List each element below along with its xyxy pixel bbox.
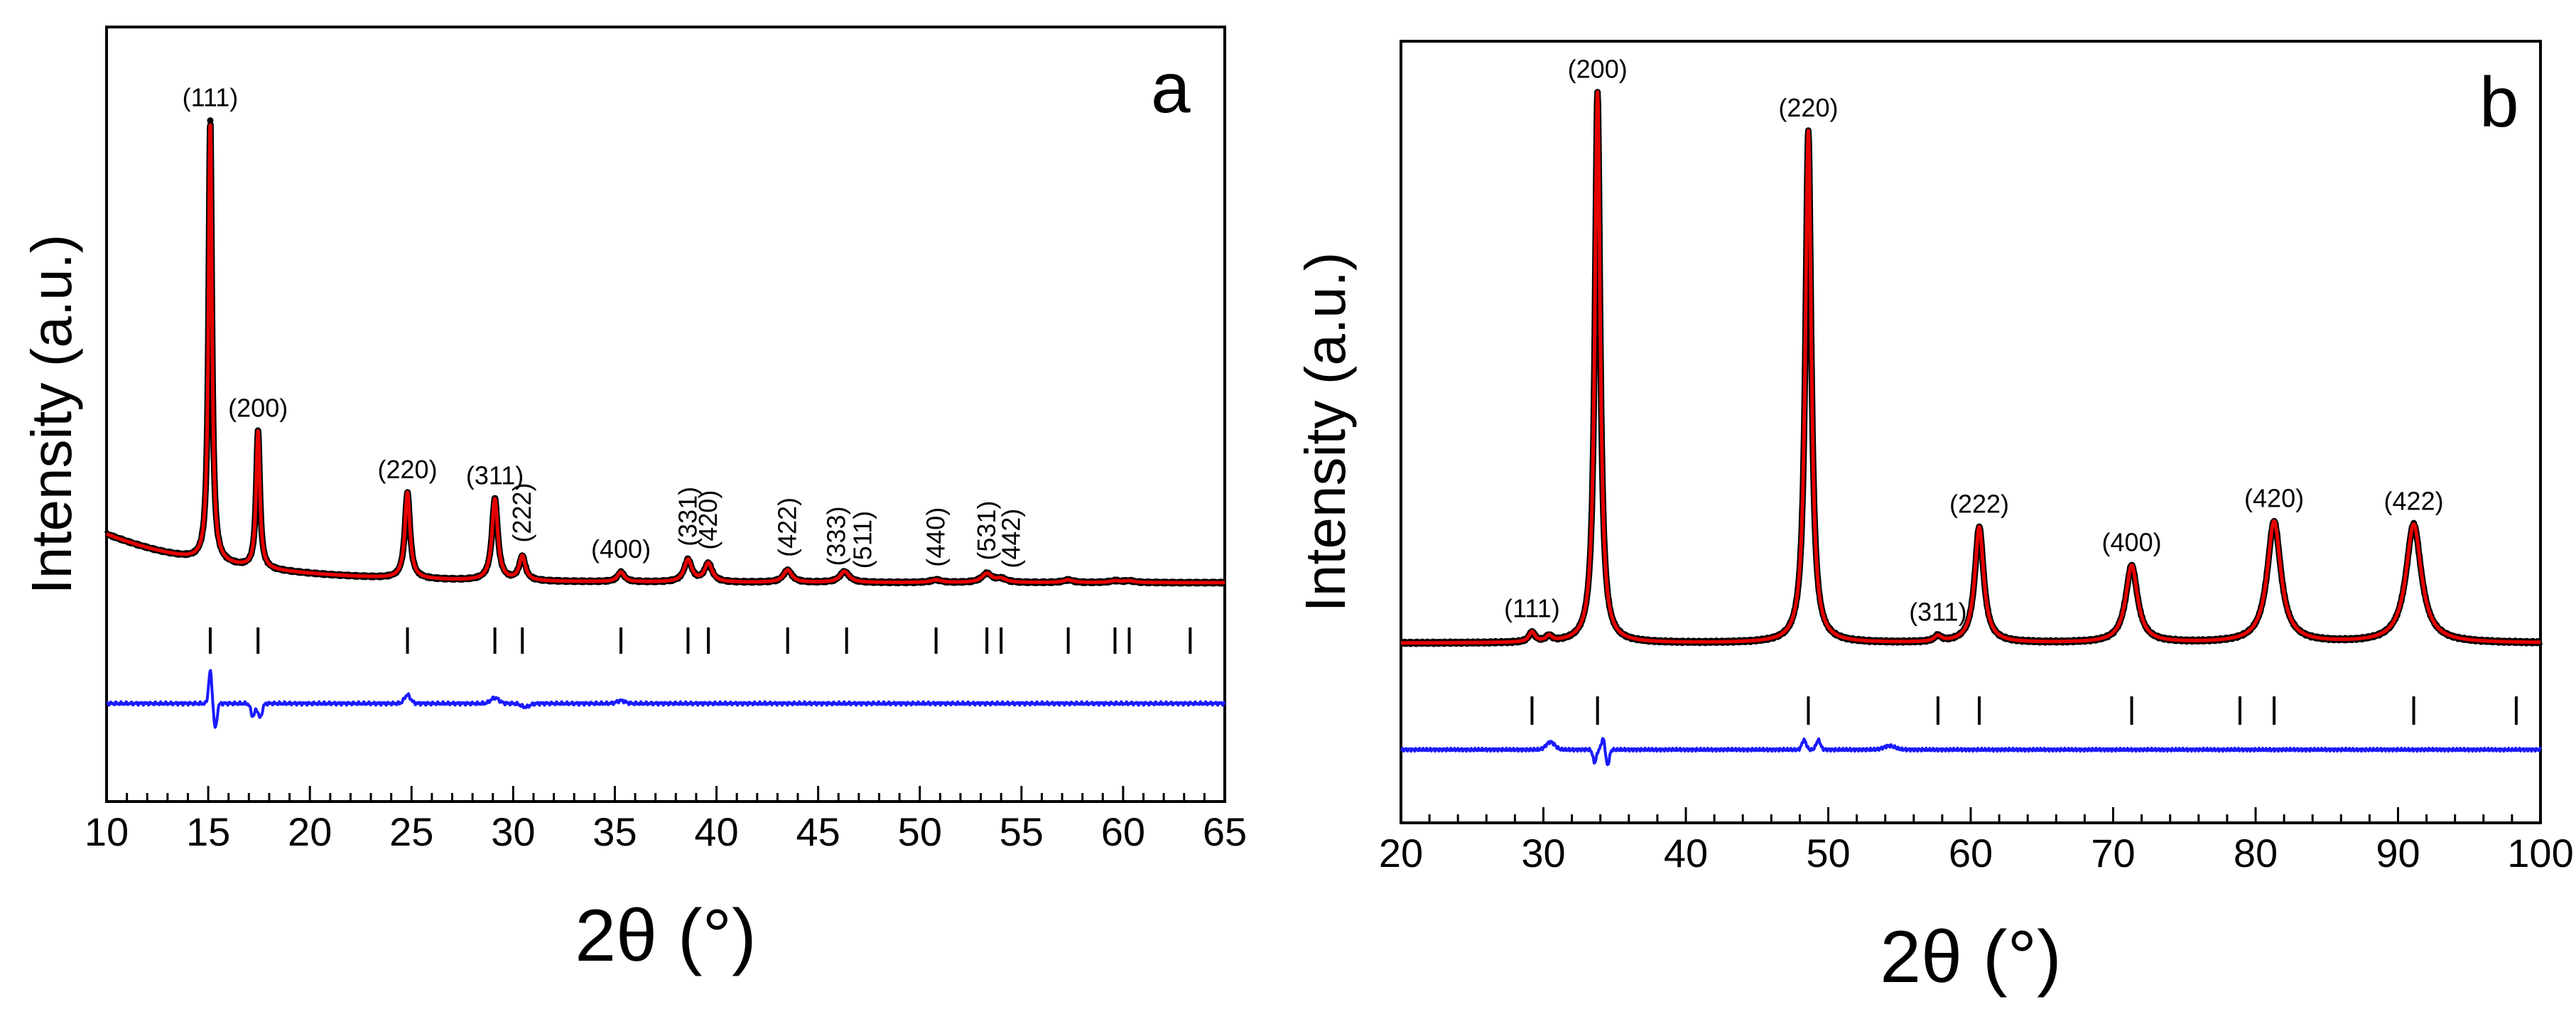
peak-label: (111) — [183, 83, 239, 112]
peak-label: (400) — [591, 534, 651, 563]
peak-label: (311) — [1909, 598, 1966, 627]
x-tick-label: 30 — [491, 809, 535, 854]
peak-label: (422) — [2384, 487, 2444, 516]
panel-b-xlabel: 2θ (°) — [1880, 916, 2061, 998]
peak-label: (440) — [921, 507, 951, 567]
calculated-curve — [105, 123, 1226, 585]
x-tick-label: 80 — [2234, 831, 2278, 875]
observed-curve — [104, 121, 1228, 587]
panel-a-ylabel: Intensity (a.u.) — [20, 234, 83, 595]
panel-a-letter: a — [1151, 48, 1191, 128]
peak-label: (222) — [1949, 489, 2009, 518]
peak-label: (111) — [1504, 594, 1560, 623]
peak-label: (220) — [1778, 93, 1838, 122]
panel-b: b Intensity (a.u.) 2θ (°) 20 30 40 50 60 70 80… — [1294, 40, 2574, 998]
x-tick-label: 60 — [1949, 831, 1993, 875]
panel-a: a Intensity (a.u.) 2θ (°) 10 15 20 25 30 35 40… — [20, 26, 1247, 977]
peak-label: (331) — [673, 487, 702, 546]
peak-label: (420) — [693, 490, 723, 550]
panel-b-frame — [1400, 40, 2542, 824]
peak-label: (311) — [466, 460, 524, 490]
observed-point — [207, 117, 214, 124]
peak-label: (420) — [2244, 483, 2304, 512]
panel-a-frame — [105, 26, 1226, 803]
x-tick-label: 15 — [186, 809, 230, 854]
x-tick-label: 65 — [1203, 809, 1247, 854]
peak-label: (333) — [821, 506, 850, 566]
x-tick-label: 20 — [288, 809, 332, 854]
peak-label: (511) — [848, 511, 877, 568]
x-tick-label: 70 — [2091, 831, 2135, 875]
x-tick-label: 20 — [1379, 831, 1423, 875]
x-tick-label: 90 — [2376, 831, 2420, 875]
x-tick-label: 10 — [85, 809, 129, 854]
x-tick-label: 45 — [796, 809, 840, 854]
peak-label: (200) — [228, 394, 288, 423]
peak-label: (220) — [378, 455, 438, 484]
x-tick-label: 50 — [898, 809, 942, 854]
x-tick-label: 50 — [1806, 831, 1850, 875]
x-tick-label: 60 — [1101, 809, 1145, 854]
peak-label: (222) — [507, 483, 536, 543]
peak-label: (531) — [972, 501, 1001, 561]
peak-label: (200) — [1568, 55, 1628, 84]
x-tick-label: 55 — [1000, 809, 1044, 854]
observed-curve — [1398, 89, 2543, 647]
x-tick-label: 40 — [694, 809, 738, 854]
x-tick-label: 25 — [389, 809, 433, 854]
difference-curve — [1400, 737, 2542, 767]
panel-a-xlabel: 2θ (°) — [575, 895, 756, 977]
x-tick-label: 100 — [2507, 831, 2573, 875]
x-tick-label: 35 — [592, 809, 637, 854]
difference-curve — [105, 669, 1226, 729]
calculated-curve — [1400, 90, 2542, 645]
peak-label: (442) — [997, 509, 1026, 568]
x-tick-label: 40 — [1664, 831, 1708, 875]
panel-b-letter: b — [2479, 63, 2519, 142]
peak-label: (400) — [2102, 527, 2162, 556]
x-tick-label: 30 — [1521, 831, 1565, 875]
panel-b-ylabel: Intensity (a.u.) — [1294, 252, 1357, 613]
peak-label: (422) — [773, 497, 802, 557]
